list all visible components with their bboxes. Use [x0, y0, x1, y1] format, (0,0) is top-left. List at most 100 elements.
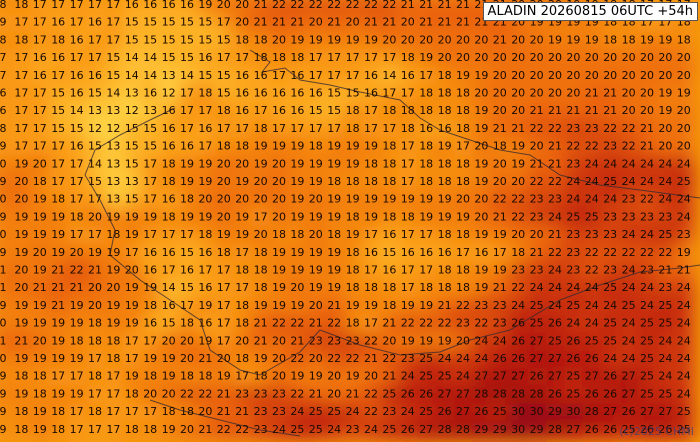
field-cell	[306, 367, 326, 387]
grid-value: 19	[272, 299, 286, 312]
field-cell	[527, 279, 547, 299]
grid-value: 19	[180, 175, 194, 188]
grid-value: 19	[474, 104, 488, 117]
grid-value: 18	[162, 157, 176, 170]
field-cell	[417, 403, 437, 422]
grid-value: 20	[309, 299, 323, 312]
grid-value: 24	[677, 157, 691, 170]
grid-value: 20	[309, 16, 323, 29]
grid-value: 16	[143, 264, 157, 277]
grid-value: 13	[106, 175, 120, 188]
grid-value: 16	[272, 87, 286, 100]
grid-value: 17	[70, 16, 84, 29]
grid-value: 19	[474, 69, 488, 82]
field-cell	[12, 332, 32, 352]
field-cell	[85, 314, 106, 334]
grid-value: 19	[658, 104, 672, 117]
field-cell	[177, 137, 198, 157]
field-cell	[361, 120, 382, 139]
grid-value: 6	[0, 104, 7, 117]
field-cell	[637, 403, 658, 422]
field-cell	[67, 297, 87, 316]
field-cell	[141, 403, 161, 422]
field-cell	[233, 102, 253, 122]
field-cell	[343, 208, 363, 228]
grid-value: 25	[585, 334, 599, 347]
field-cell	[656, 385, 676, 405]
field-cell	[306, 403, 326, 422]
grid-value: 19	[364, 210, 378, 223]
grid-value: 14	[70, 104, 84, 117]
grid-value: 23	[493, 299, 507, 312]
field-cell	[67, 367, 87, 387]
field-cell	[233, 155, 253, 175]
grid-value: 27	[585, 370, 599, 383]
grid-value: 19	[346, 228, 360, 241]
grid-value: 18	[346, 175, 360, 188]
grid-value: 19	[327, 33, 341, 46]
grid-value: 23	[272, 405, 286, 418]
field-cell	[288, 66, 308, 86]
grid-value: 19	[327, 210, 341, 223]
grid-value: 18	[180, 317, 194, 330]
grid-value: 16	[235, 87, 249, 100]
field-cell	[12, 420, 32, 440]
field-cell	[288, 226, 308, 245]
grid-value: 19	[438, 193, 452, 206]
grid-value: 21	[254, 334, 268, 347]
field-cell	[417, 243, 437, 263]
field-cell	[177, 279, 198, 299]
grid-value: 18	[14, 370, 28, 383]
field-cell	[233, 13, 253, 33]
field-cell	[656, 208, 676, 228]
grid-value: 25	[438, 370, 452, 383]
grid-value: 24	[493, 334, 507, 347]
grid-value: 18	[254, 281, 268, 294]
grid-value: 20	[530, 69, 544, 82]
grid-value: 15	[309, 104, 323, 117]
field-cell	[325, 350, 345, 369]
grid-value: 18	[346, 104, 360, 117]
field-cell	[527, 173, 547, 192]
grid-value: 14	[143, 69, 157, 82]
field-cell	[85, 0, 106, 15]
grid-value: 18	[438, 104, 452, 117]
grid-value: 19	[106, 246, 120, 259]
grid-value: 19	[346, 33, 360, 46]
grid-value: 20	[438, 51, 452, 64]
grid-value: 17	[419, 228, 433, 241]
grid-value: 19	[143, 352, 157, 365]
grid-value: 19	[14, 246, 28, 259]
grid-value: 23	[235, 387, 249, 400]
field-cell	[509, 261, 529, 281]
field-cell	[380, 403, 400, 422]
grid-value: 20	[640, 69, 654, 82]
grid-value: 19	[309, 281, 323, 294]
field-cell	[0, 314, 14, 334]
field-cell	[141, 13, 161, 33]
grid-value: 24	[530, 281, 544, 294]
field-cell	[85, 332, 106, 352]
field-cell	[159, 297, 179, 316]
grid-value: 24	[658, 352, 672, 365]
grid-value: 22	[401, 317, 415, 330]
field-cell	[674, 420, 694, 440]
field-cell	[196, 279, 216, 299]
grid-value: 18	[382, 210, 396, 223]
grid-value: 21	[51, 299, 65, 312]
field-cell	[288, 173, 308, 192]
grid-value: 19	[290, 33, 304, 46]
grid-value: 19	[254, 140, 268, 153]
grid-value: 30	[511, 405, 525, 418]
grid-value: 18	[401, 51, 415, 64]
grid-value: 24	[622, 228, 636, 241]
field-cell	[343, 173, 363, 192]
grid-value: 20	[419, 33, 433, 46]
field-cell	[196, 13, 216, 33]
grid-value: 18	[51, 405, 65, 418]
grid-value: 17	[70, 157, 84, 170]
grid-value: 19	[382, 193, 396, 206]
field-cell	[564, 367, 584, 387]
grid-value: 19	[346, 299, 360, 312]
